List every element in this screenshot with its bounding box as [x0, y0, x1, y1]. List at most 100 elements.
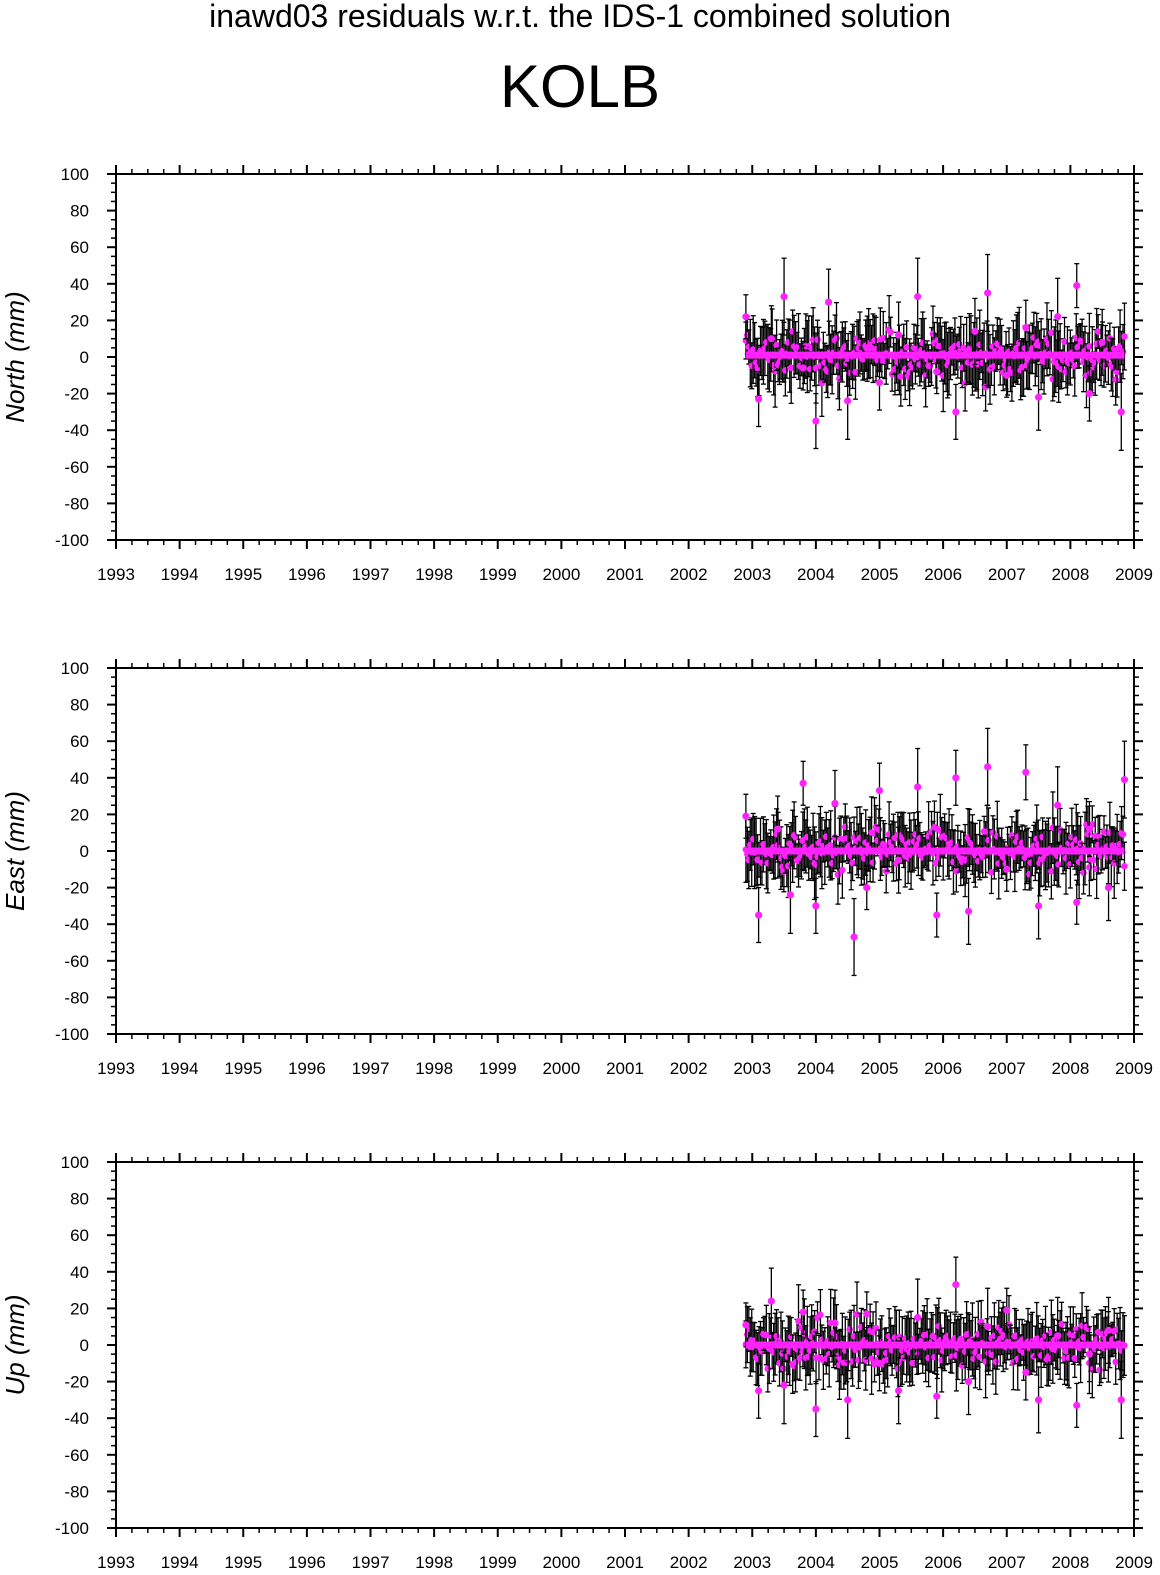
y-tick-label: 40: [70, 275, 89, 294]
data-point: [799, 779, 807, 787]
data-point: [1120, 776, 1129, 784]
data-point: [933, 911, 941, 919]
data-point: [1121, 333, 1128, 340]
data-point: [1073, 898, 1081, 906]
data-point: [1048, 329, 1055, 337]
data-point: [1085, 825, 1094, 833]
y-tick-label: -40: [64, 1409, 89, 1428]
data-point: [1080, 869, 1087, 877]
data-point: [1096, 1366, 1103, 1374]
x-tick-label: 2009: [1115, 565, 1153, 584]
data-point: [831, 799, 839, 808]
x-tick-label: 1995: [224, 1059, 262, 1078]
data-point: [780, 1381, 788, 1389]
data-point: [825, 298, 833, 306]
data-point: [992, 1358, 1000, 1365]
x-tick-label: 2000: [542, 565, 580, 584]
data-point: [1048, 867, 1055, 875]
y-tick-label: 0: [80, 1336, 89, 1355]
y-tick-label: 40: [70, 1263, 89, 1282]
data-point: [786, 891, 795, 899]
x-tick-label: 1996: [288, 1553, 326, 1572]
data-point: [1058, 1320, 1065, 1328]
x-tick-label: 1997: [352, 1059, 390, 1078]
data-point: [964, 1378, 973, 1386]
x-tick-label: 2008: [1051, 565, 1089, 584]
x-tick-label: 1996: [288, 1059, 326, 1078]
y-tick-label: -20: [64, 879, 89, 898]
data-point: [952, 1281, 960, 1289]
data-point: [932, 859, 940, 867]
data-point: [796, 1354, 804, 1362]
data-point: [1085, 390, 1094, 398]
x-tick-label: 1994: [161, 565, 199, 584]
y-tick-label: -100: [55, 1025, 89, 1044]
data-point: [852, 368, 859, 376]
data-point: [903, 343, 910, 351]
data-point: [933, 1392, 941, 1400]
data-point: [1119, 831, 1127, 838]
y-tick-label: -100: [55, 1519, 89, 1538]
data-point: [1022, 1368, 1030, 1377]
x-tick-label: 2007: [988, 565, 1026, 584]
x-tick-label: 1997: [352, 565, 390, 584]
data-point: [1073, 282, 1081, 290]
data-point: [1094, 328, 1102, 335]
y-axis-label: North (mm): [0, 291, 30, 422]
data-point: [894, 1365, 902, 1372]
y-tick-label: 80: [70, 696, 89, 715]
x-tick-label: 1994: [161, 1553, 199, 1572]
data-point: [787, 364, 795, 372]
data-point: [894, 856, 903, 864]
data-point: [875, 787, 884, 795]
data-point: [1093, 865, 1100, 873]
data-point: [1086, 343, 1093, 350]
data-point: [863, 884, 871, 892]
data-point: [1098, 338, 1106, 346]
y-tick-label: -80: [64, 1482, 89, 1501]
data-point: [988, 869, 995, 876]
data-point: [1112, 1358, 1119, 1366]
data-point: [887, 328, 894, 336]
x-tick-label: 1993: [97, 1553, 135, 1572]
y-tick-label: 100: [61, 1153, 89, 1172]
data-point: [844, 1396, 852, 1404]
data-point: [953, 868, 960, 875]
data-point: [1085, 1350, 1094, 1358]
x-tick-label: 1995: [224, 565, 262, 584]
data-point: [767, 1297, 775, 1305]
y-tick-label: -60: [64, 458, 89, 477]
data-point: [1034, 1396, 1043, 1404]
data-point: [863, 1310, 871, 1318]
x-tick-label: 2003: [733, 1059, 771, 1078]
data-point: [1090, 856, 1098, 864]
north-panel: 1993 1994 1995 1996 1997 1998 1999 2000 2001 2002…: [0, 165, 1153, 584]
data-point: [1003, 865, 1011, 873]
y-tick-label: -60: [64, 1446, 89, 1465]
y-tick-label: 80: [70, 1190, 89, 1209]
y-tick-label: 60: [70, 1226, 89, 1245]
y-tick-label: 20: [70, 805, 89, 824]
y-tick-label: -60: [64, 952, 89, 971]
x-tick-label: 1997: [352, 1553, 390, 1572]
data-point: [1073, 1401, 1081, 1409]
data-point: [1117, 1396, 1125, 1404]
x-tick-label: 2003: [733, 565, 771, 584]
data-point: [742, 313, 750, 321]
data-point: [868, 1355, 875, 1362]
data-point: [1003, 371, 1011, 379]
data-point: [767, 335, 775, 343]
data-point: [914, 783, 922, 791]
data-point: [879, 334, 887, 342]
x-tick-label: 1998: [415, 1059, 453, 1078]
data-point: [952, 774, 960, 782]
y-tick-label: 60: [70, 238, 89, 257]
data-point: [780, 293, 788, 301]
data-point: [831, 1319, 839, 1327]
data-point: [964, 907, 973, 915]
data-point: [1022, 324, 1030, 332]
data-point: [841, 823, 849, 831]
station-title: KOLB: [499, 53, 661, 120]
x-tick-label: 2005: [861, 565, 899, 584]
